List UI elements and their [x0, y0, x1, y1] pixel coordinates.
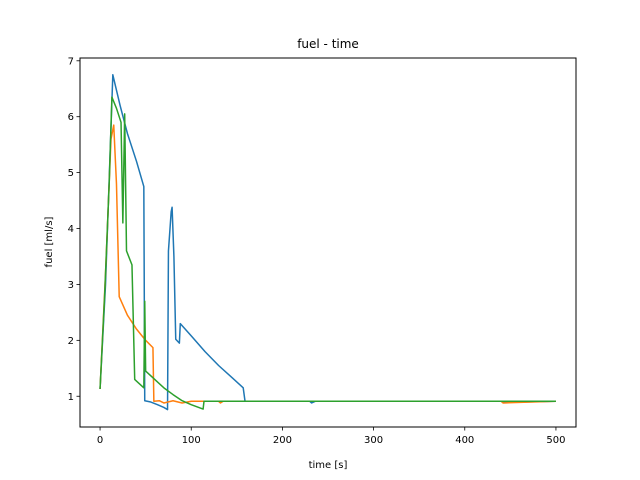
x-axis-ticks: 0 100 200 300 400 500: [97, 427, 565, 446]
y-tick-label: 3: [68, 280, 74, 291]
chart-title: fuel - time: [297, 37, 359, 51]
x-tick-label: 400: [455, 435, 474, 446]
y-tick-label: 4: [68, 224, 74, 235]
x-tick-label: 0: [97, 435, 103, 446]
y-axis-ticks: 1 2 3 4 5 6 7: [68, 56, 80, 403]
y-tick-label: 1: [68, 392, 74, 403]
x-tick-label: 200: [273, 435, 292, 446]
y-axis-label: fuel [ml/s]: [44, 216, 55, 267]
y-tick-label: 2: [68, 336, 74, 347]
x-tick-label: 100: [182, 435, 201, 446]
y-tick-label: 5: [68, 168, 74, 179]
x-tick-label: 500: [546, 435, 565, 446]
series-line-1: [99, 74, 556, 411]
plot-lines: [99, 74, 556, 411]
series-line-2: [99, 124, 556, 404]
y-tick-label: 6: [68, 112, 74, 123]
axes-frame: [79, 57, 577, 428]
series-line-3: [99, 96, 556, 410]
x-axis-label: time [s]: [309, 460, 348, 471]
y-tick-label: 7: [68, 56, 74, 67]
x-tick-label: 300: [364, 435, 383, 446]
